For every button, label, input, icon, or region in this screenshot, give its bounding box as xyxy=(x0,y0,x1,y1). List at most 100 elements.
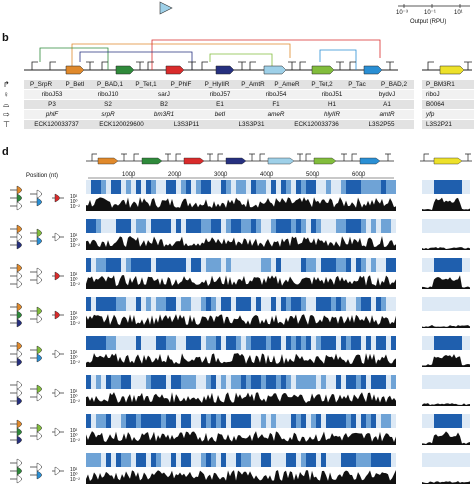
heatmap-cell xyxy=(96,414,101,428)
heatmap-cell xyxy=(376,414,381,428)
heatmap-cell xyxy=(281,375,286,389)
heatmap-cell xyxy=(141,336,146,350)
coverage-area xyxy=(86,392,396,406)
heatmap-cell xyxy=(361,219,366,233)
rbs-cell: F1 xyxy=(272,101,280,108)
heatmap-cell xyxy=(296,219,301,233)
heatmap-cell xyxy=(136,414,141,428)
gate-symbol xyxy=(54,388,60,398)
output-gene-cell: yfp xyxy=(422,110,474,119)
terminator-cell: L3S3P31 xyxy=(238,121,265,128)
heatmap-cell xyxy=(442,219,446,233)
heatmap-cell xyxy=(281,453,286,467)
heatmap-cell xyxy=(450,297,454,311)
heatmap-cell xyxy=(366,297,371,311)
heatmap-cell xyxy=(161,414,166,428)
heatmap-cell xyxy=(221,336,226,350)
heatmap-cell xyxy=(111,180,116,194)
heatmap-cell xyxy=(301,453,306,467)
heatmap-cell xyxy=(426,258,430,272)
top-figure-strip xyxy=(159,1,470,15)
rbs-cell: P3 xyxy=(48,101,56,108)
terminator-cell: L3S2P55 xyxy=(368,121,395,128)
heatmap-cell xyxy=(166,453,171,467)
heatmap-cell xyxy=(146,258,151,272)
heatmap-cell xyxy=(141,375,146,389)
heatmap-cell xyxy=(376,375,381,389)
heatmap-cell xyxy=(111,414,116,428)
heatmap-cell xyxy=(286,414,291,428)
gate-symbol xyxy=(16,302,22,312)
promoter-cell: P_BetI xyxy=(65,81,85,88)
heatmap-cell xyxy=(206,180,211,194)
heatmap-cell xyxy=(231,180,236,194)
heatmap-cell xyxy=(386,336,391,350)
heatmap-cell xyxy=(458,258,462,272)
heatmap-cell xyxy=(96,336,101,350)
heatmap-cell xyxy=(341,180,346,194)
heatmap-cell xyxy=(321,453,326,467)
heatmap-cell xyxy=(261,297,266,311)
heatmap-cell xyxy=(276,453,281,467)
gate-symbol xyxy=(16,396,22,406)
heatmap-cell xyxy=(216,336,221,350)
heatmap-cell xyxy=(458,453,462,467)
heatmap-cell xyxy=(356,414,361,428)
ribozyme-cell: bydvJ xyxy=(378,91,396,98)
heatmap-cell xyxy=(181,453,186,467)
heatmap-cell xyxy=(442,336,446,350)
heatmap-cell xyxy=(181,297,186,311)
circuit-state-icon xyxy=(10,458,64,484)
heatmap-cell xyxy=(462,180,466,194)
coverage-area xyxy=(86,236,396,250)
gate-symbol xyxy=(54,193,60,203)
heatmap-cell xyxy=(101,180,106,194)
heatmap-cell xyxy=(466,180,470,194)
heatmap-cell xyxy=(361,414,366,428)
transcription-heatmap xyxy=(86,219,396,233)
circuit-map-strip xyxy=(86,153,394,165)
heatmap-cell xyxy=(91,297,96,311)
heatmap-cell xyxy=(430,180,434,194)
heatmap-cell xyxy=(271,297,276,311)
terminator-cell: ECK120029600 xyxy=(99,121,144,128)
heatmap-cell xyxy=(166,414,171,428)
heatmap-cell xyxy=(361,297,366,311)
heatmap-cell xyxy=(216,453,221,467)
coverage-profile xyxy=(86,353,396,367)
ribozyme-cell: sarJ xyxy=(158,91,170,98)
heatmap-cell xyxy=(181,219,186,233)
heatmap-cell xyxy=(191,375,196,389)
heatmap-cell xyxy=(266,375,271,389)
heatmap-cell xyxy=(306,453,311,467)
heatmap-cell xyxy=(331,414,336,428)
coverage-y-tick: 10⁰ xyxy=(70,433,78,439)
heatmap-cell xyxy=(336,219,341,233)
heatmap-cell xyxy=(256,414,261,428)
heatmap-cell xyxy=(331,180,336,194)
promoter-cell: P_AmeR xyxy=(274,81,300,88)
heatmap-cell xyxy=(101,375,106,389)
heatmap-cell xyxy=(450,180,454,194)
coverage-profile xyxy=(86,197,396,211)
heatmap-cell xyxy=(301,258,306,272)
heatmap-cell xyxy=(462,297,466,311)
promoter-cell: P_PhlF xyxy=(170,81,192,88)
heatmap-cell xyxy=(316,219,321,233)
circuit-state-icon xyxy=(10,302,64,328)
heatmap-cell xyxy=(442,180,446,194)
terminator-cell: ECK120033737 xyxy=(34,121,79,128)
heatmap-cell xyxy=(366,180,371,194)
heatmap-cell xyxy=(442,258,446,272)
heatmap-cell xyxy=(450,219,454,233)
heatmap-cell xyxy=(166,375,171,389)
heatmap-cell xyxy=(101,219,106,233)
heatmap-cell xyxy=(321,219,326,233)
output-heatmap xyxy=(422,336,470,350)
heatmap-cell xyxy=(116,219,121,233)
gate-symbol xyxy=(16,185,22,195)
heatmap-cell xyxy=(211,336,216,350)
heatmap-cell xyxy=(311,180,316,194)
heatmap-cell xyxy=(462,414,466,428)
heatmap-cell xyxy=(121,180,126,194)
